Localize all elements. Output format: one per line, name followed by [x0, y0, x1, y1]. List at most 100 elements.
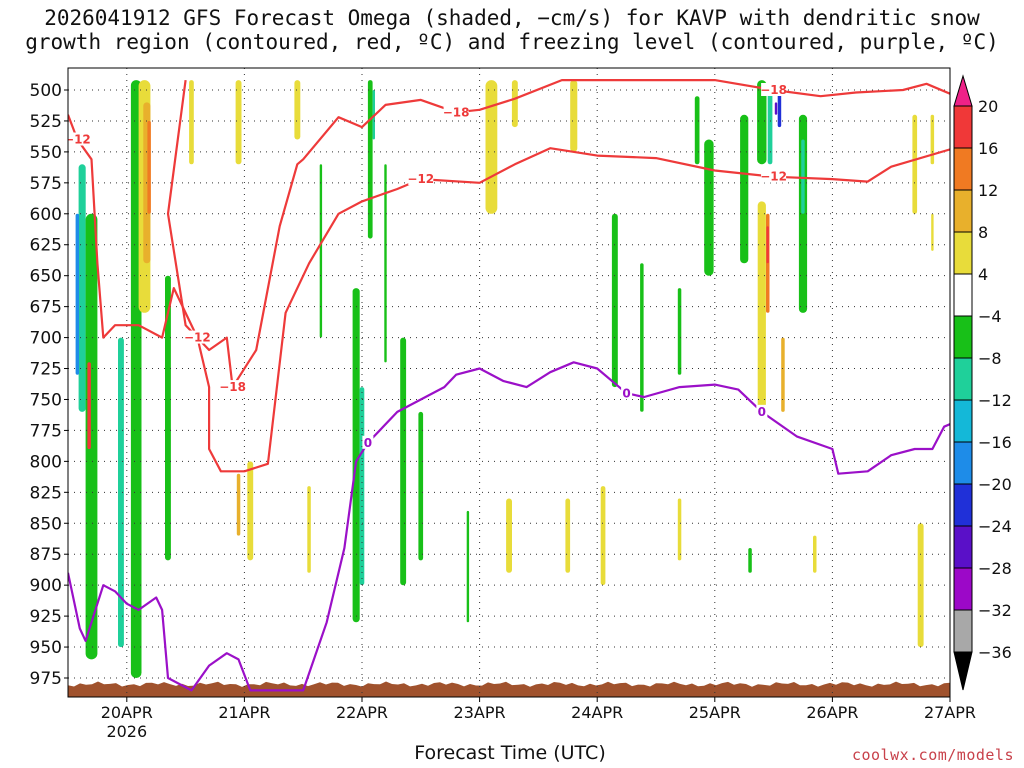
dgz-minus12-label-bg — [408, 172, 434, 186]
omega-cell — [147, 120, 151, 214]
omega-cell — [766, 226, 769, 264]
colorbar-tick-label: −28 — [978, 559, 1012, 578]
plot-frame — [67, 67, 951, 698]
omega-cell — [757, 80, 767, 165]
dgz-minus12-label: −12 — [184, 331, 211, 345]
chart-title: 2026041912 GFS Forecast Omega (shaded, −… — [0, 6, 1024, 54]
y-tick-label: 525 — [30, 112, 62, 132]
y-tick-label: 550 — [30, 143, 62, 163]
y-tick-label: 600 — [30, 205, 62, 225]
x-tick-label: 21APR — [218, 703, 270, 722]
y-axis: 500 525 550 575 600 625 650 675 700 725 750 775 800 8… — [30, 81, 68, 689]
y-tick-label: 975 — [30, 669, 62, 689]
colorbar-segment — [953, 483, 973, 527]
dgz-minus18-label-bg — [220, 380, 246, 394]
dgz-minus18-label: −18 — [219, 380, 246, 394]
x-tick-label: 25APR — [689, 703, 741, 722]
omega-cell — [400, 337, 407, 586]
omega-cell — [930, 114, 935, 165]
freezing-level-contour — [68, 361, 950, 692]
credit-text[interactable]: coolwx.com/models — [851, 746, 1014, 764]
y-tick-label: 900 — [30, 576, 62, 596]
omega-cell — [931, 213, 934, 251]
dgz-minus12-label: −12 — [407, 172, 434, 186]
omega-cell — [781, 337, 785, 412]
dgz-minus18-label: −18 — [443, 105, 470, 119]
omega-cell — [466, 510, 470, 623]
y-tick-label: 675 — [30, 298, 62, 318]
omega-cell — [506, 498, 512, 573]
omega-cell — [565, 498, 571, 573]
colorbar-tick-label: 8 — [978, 223, 988, 242]
omega-shading — [75, 80, 935, 679]
dgz-minus12-label-bg — [761, 169, 787, 183]
colorbar-segment — [953, 399, 973, 443]
freezing-level-label-bg — [756, 404, 768, 418]
freezing-level-label-bg — [621, 386, 633, 400]
x-year-label: 2026 — [106, 722, 147, 741]
y-tick-label: 650 — [30, 267, 62, 287]
omega-cell — [367, 80, 373, 239]
colorbar-tick-label: −32 — [978, 601, 1012, 620]
colorbar-tick-label: −4 — [978, 307, 1002, 326]
colorbar-top-arrow — [953, 74, 973, 107]
y-tick-label: 700 — [30, 329, 62, 349]
x-tick-label: 22APR — [336, 703, 388, 722]
omega-cell — [418, 411, 424, 561]
dgz-minus12-label: −12 — [64, 133, 91, 147]
colorbar-segment — [953, 525, 973, 569]
dgz-minus12-label-bg — [68, 132, 90, 146]
terrain-layer — [68, 681, 950, 697]
colorbar-tick-label: 4 — [978, 265, 988, 284]
omega-cell — [511, 80, 518, 128]
x-tick-label: 23APR — [454, 703, 506, 722]
omega-cell — [677, 288, 682, 375]
y-tick-label: 575 — [30, 174, 62, 194]
omega-cell — [118, 337, 124, 648]
omega-cell — [640, 263, 644, 412]
colorbar-tick-label: −36 — [978, 643, 1012, 662]
colorbar-segment — [953, 357, 973, 401]
omega-cell — [352, 288, 360, 623]
omega-cell — [189, 80, 194, 165]
colorbar-tick-label: −24 — [978, 517, 1012, 536]
omega-cell — [677, 498, 682, 561]
colorbar-tick-label: 16 — [978, 139, 998, 158]
omega-cell — [767, 90, 773, 165]
omega-cell — [75, 213, 80, 375]
omega-cell — [307, 486, 311, 573]
omega-cell — [294, 80, 301, 140]
omega-cell — [165, 275, 171, 561]
freezing-level-label-bg — [362, 435, 374, 449]
colorbar-segment — [953, 315, 973, 359]
colorbar-tick-label: −20 — [978, 475, 1012, 494]
chart-title-line-1: 2026041912 GFS Forecast Omega (shaded, −… — [44, 6, 980, 30]
omega-cell — [85, 213, 98, 660]
dgz-minus18-label-bg — [761, 83, 787, 96]
y-tick-label: 625 — [30, 236, 62, 256]
colorbar-tick-label: 20 — [978, 97, 998, 116]
y-tick-label: 825 — [30, 483, 62, 503]
y-tick-label: 500 — [30, 81, 62, 101]
y-tick-label: 875 — [30, 545, 62, 565]
y-tick-label: 850 — [30, 514, 62, 534]
omega-cell — [319, 164, 323, 338]
x-tick-label: 24APR — [571, 703, 623, 722]
freezing-level-label: 0 — [758, 405, 766, 419]
omega-cell — [694, 96, 700, 165]
y-tick-label: 925 — [30, 607, 62, 627]
colorbar-segment — [953, 105, 973, 149]
omega-cell — [740, 114, 749, 264]
omega-cell — [912, 114, 918, 214]
freezing-level-label: 0 — [364, 436, 372, 450]
omega-cell — [611, 213, 618, 388]
colorbar-segment — [953, 609, 973, 653]
colorbar-segment — [953, 273, 973, 317]
y-tick-label: 800 — [30, 452, 62, 472]
colorbar-segment — [953, 441, 973, 485]
omega-cell — [485, 80, 498, 214]
chart-title-line-2: growth region (contoured, red, ºC) and f… — [25, 30, 999, 54]
omega-cell — [87, 362, 91, 449]
omega-cell — [235, 80, 242, 165]
